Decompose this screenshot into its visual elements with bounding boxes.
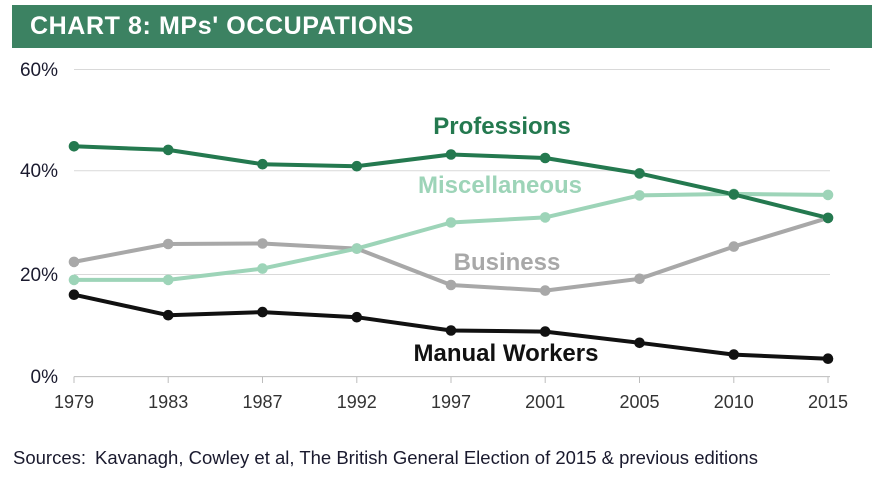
svg-text:2015: 2015	[808, 392, 848, 412]
svg-text:Sources:: Sources:	[13, 447, 86, 468]
svg-text:1983: 1983	[148, 392, 188, 412]
svg-text:2005: 2005	[619, 392, 659, 412]
svg-text:2001: 2001	[525, 392, 565, 412]
svg-text:Kavanagh, Cowley et al, The Br: Kavanagh, Cowley et al, The British Gene…	[95, 447, 758, 468]
svg-text:40%: 40%	[20, 161, 58, 182]
svg-text:Miscellaneous: Miscellaneous	[418, 172, 582, 199]
svg-text:1979: 1979	[54, 392, 94, 412]
svg-text:20%: 20%	[20, 265, 58, 286]
svg-text:Manual Workers: Manual Workers	[414, 340, 599, 367]
svg-text:1992: 1992	[337, 392, 377, 412]
svg-text:1997: 1997	[431, 392, 471, 412]
svg-text:2010: 2010	[714, 392, 754, 412]
svg-text:0%: 0%	[31, 367, 59, 388]
svg-text:1987: 1987	[242, 392, 282, 412]
svg-text:60%: 60%	[20, 60, 58, 81]
svg-text:Business: Business	[454, 249, 561, 276]
svg-text:Professions: Professions	[433, 113, 570, 140]
